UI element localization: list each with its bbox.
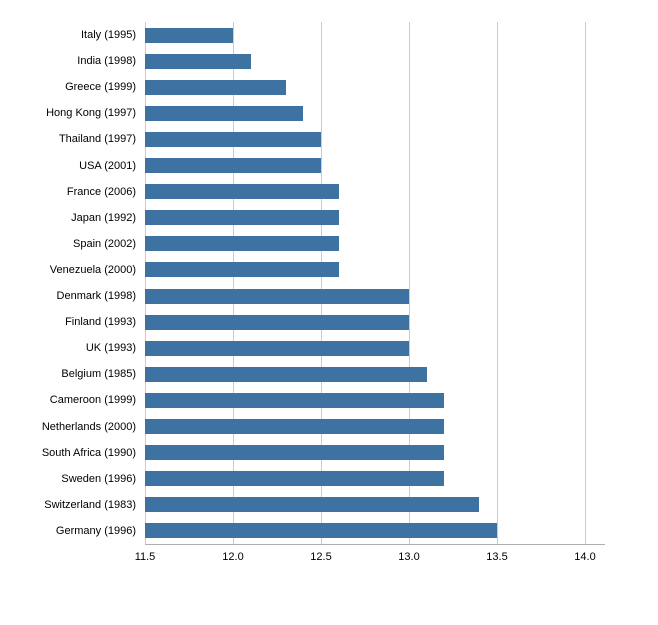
x-tick-label: 11.5 xyxy=(134,551,156,563)
category-label: Spain (2002) xyxy=(73,238,136,250)
bar xyxy=(145,471,444,486)
gridline xyxy=(233,22,234,544)
category-label: Venezuela (2000) xyxy=(49,264,136,276)
bar xyxy=(145,158,321,173)
x-tick-label: 12.0 xyxy=(222,551,244,563)
category-label: South Africa (1990) xyxy=(41,447,136,459)
category-label: Switzerland (1983) xyxy=(44,499,136,511)
bar xyxy=(145,262,339,277)
bar xyxy=(145,315,409,330)
category-label: Netherlands (2000) xyxy=(41,421,136,433)
bar xyxy=(145,236,339,251)
bar xyxy=(145,289,409,304)
bar xyxy=(145,367,427,382)
gridline xyxy=(585,22,586,544)
gridline xyxy=(409,22,410,544)
category-label: UK (1993) xyxy=(85,342,136,354)
x-tick-label: 13.5 xyxy=(486,551,508,563)
bar xyxy=(145,497,479,512)
bar xyxy=(145,523,497,538)
bar xyxy=(145,393,444,408)
bar xyxy=(145,341,409,356)
category-label: Hong Kong (1997) xyxy=(46,107,136,119)
bar xyxy=(145,419,444,434)
bar xyxy=(145,28,233,43)
bar xyxy=(145,80,286,95)
category-label: USA (2001) xyxy=(79,160,136,172)
category-label: Japan (1992) xyxy=(71,212,136,224)
x-tick-label: 13.0 xyxy=(398,551,420,563)
bar xyxy=(145,132,321,147)
category-label: Finland (1993) xyxy=(65,316,136,328)
category-label: Greece (1999) xyxy=(65,81,136,93)
gridline xyxy=(321,22,322,544)
category-label: Denmark (1998) xyxy=(56,290,136,302)
category-label: Cameroon (1999) xyxy=(49,394,136,406)
bar xyxy=(145,445,444,460)
category-label: Sweden (1996) xyxy=(61,473,136,485)
bar xyxy=(145,54,251,69)
category-label: India (1998) xyxy=(77,55,136,67)
category-label: Italy (1995) xyxy=(80,29,136,41)
gridline xyxy=(145,22,146,544)
category-label: France (2006) xyxy=(66,186,136,198)
x-tick-label: 14.0 xyxy=(574,551,596,563)
bar xyxy=(145,210,339,225)
bar xyxy=(145,184,339,199)
category-label: Germany (1996) xyxy=(55,525,136,537)
x-axis-line xyxy=(145,544,605,545)
bar xyxy=(145,106,303,121)
x-tick-label: 12.5 xyxy=(310,551,332,563)
category-label: Thailand (1997) xyxy=(58,133,136,145)
category-label: Belgium (1985) xyxy=(61,368,136,380)
gridline xyxy=(497,22,498,544)
